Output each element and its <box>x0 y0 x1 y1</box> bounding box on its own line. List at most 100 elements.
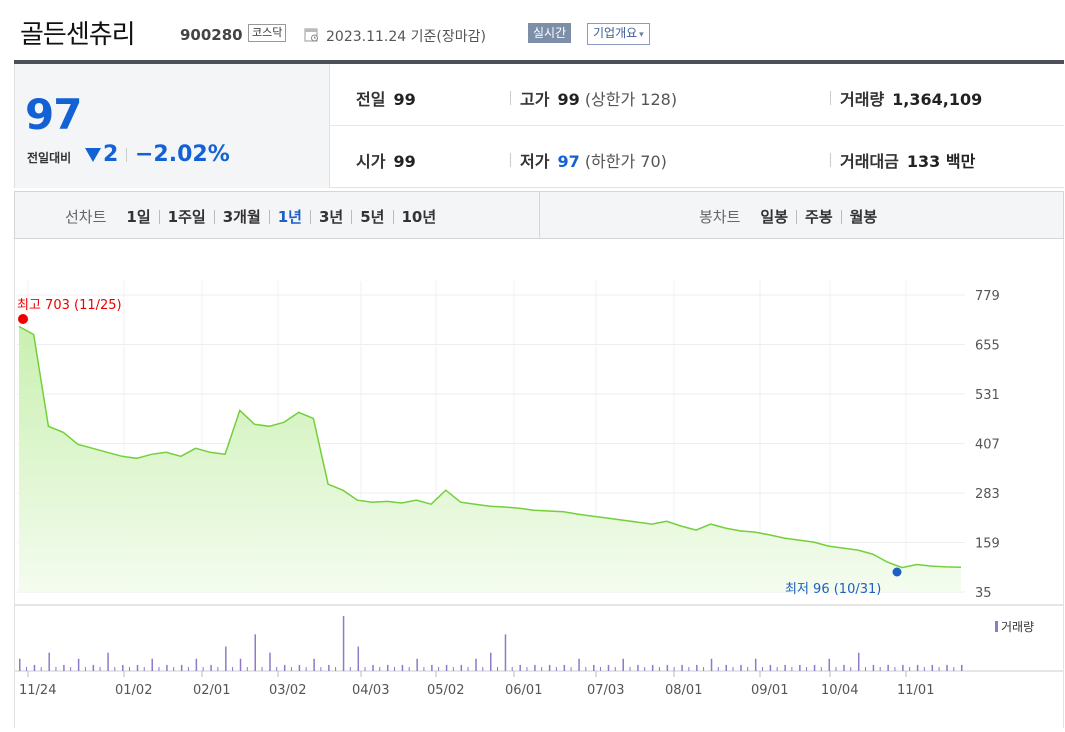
volume-bar <box>666 664 669 671</box>
volume-bar <box>835 667 837 671</box>
volume-bar <box>894 667 896 671</box>
high-label: 고가 <box>520 90 550 109</box>
volume-bar <box>607 664 610 671</box>
divider <box>158 209 160 224</box>
volume-bar <box>187 667 189 671</box>
volume-bar <box>202 667 204 671</box>
volume-bar <box>122 664 124 671</box>
volume-bar <box>696 664 698 671</box>
volume-bar <box>136 664 139 671</box>
prev-close-value: 99 <box>393 90 416 109</box>
volume-bar <box>305 667 307 671</box>
summary-row-1: 전일 99 고가 99 (상한가 128) 거래량 1,364,109 <box>330 64 1064 126</box>
open-value: 99 <box>393 152 416 171</box>
volume-bar <box>217 667 219 671</box>
volume-label: 거래량 <box>840 90 885 109</box>
price-area <box>19 326 961 592</box>
divider <box>126 148 127 162</box>
volume-bar <box>629 667 631 671</box>
open-price: 시가 99 <box>356 148 416 172</box>
tab-line_items-1[interactable]: 1주일 <box>167 208 206 226</box>
volume-bar <box>107 652 109 671</box>
volume-bar <box>585 667 587 671</box>
tab-line_items-0[interactable]: 1일 <box>126 208 151 226</box>
volume-bar <box>902 664 904 671</box>
volume-bar <box>938 667 940 671</box>
y-tick-label: 779 <box>975 289 1000 304</box>
x-tick-label: 01/02 <box>115 683 152 698</box>
y-tick-label: 407 <box>975 438 1000 453</box>
volume-bar <box>232 667 234 671</box>
volume-bar <box>269 652 271 671</box>
y-tick-label: 655 <box>975 339 1000 354</box>
x-tick-label: 05/02 <box>427 683 464 698</box>
volume-bar <box>931 664 934 671</box>
down-triangle-icon <box>85 148 101 162</box>
volume-bar <box>408 667 410 671</box>
volume-bar <box>593 664 595 671</box>
divider <box>392 209 394 224</box>
volume-bar <box>703 667 705 671</box>
volume-bar <box>961 664 963 671</box>
volume-bar <box>173 667 175 671</box>
tab-line_items-3[interactable]: 1년 <box>277 208 302 226</box>
volume-bar <box>570 667 572 671</box>
tab-candle_items-0[interactable]: 일봉 <box>760 208 789 226</box>
volume-bar <box>717 667 719 671</box>
price-summary: 97 전일대비 2 −2.02% 전일 99 고가 99 (상한가 128) 거래량… <box>14 60 1064 188</box>
tab-candle_items-2[interactable]: 월봉 <box>849 208 878 226</box>
diff-percent: −2.02% <box>135 142 230 167</box>
volume-bar <box>40 667 42 671</box>
volume-bar <box>548 664 551 671</box>
chart-period-tabs: 선차트 1일 1주일 3개월 1년 3년 5년 10년 봉차트 일봉 주봉 월봉 <box>14 191 1064 239</box>
volume-bar <box>143 667 145 671</box>
tab-line_items-6[interactable]: 10년 <box>401 208 437 226</box>
volume-bar <box>26 667 27 671</box>
volume-bar <box>526 667 528 671</box>
stock-name: 골든센츄리 <box>20 20 136 50</box>
volume-bar <box>828 658 831 671</box>
volume-bar <box>864 667 866 671</box>
current-price-box: 97 전일대비 2 −2.02% <box>14 64 330 188</box>
volume-bar <box>77 658 80 671</box>
volume-legend-icon <box>995 621 998 632</box>
volume-bar <box>84 667 86 671</box>
lower-limit: (하한가 70) <box>584 152 667 171</box>
volume-bar <box>99 667 101 671</box>
low-price: 저가 97 (하한가 70) <box>520 148 667 172</box>
amount-label: 거래대금 <box>840 152 899 171</box>
volume-bar <box>151 658 153 671</box>
volume-bar <box>482 667 484 671</box>
volume-bar <box>504 634 507 671</box>
tab-line_items-5[interactable]: 5년 <box>360 208 385 226</box>
divider <box>539 192 540 238</box>
realtime-button[interactable]: 실시간 <box>528 23 572 43</box>
volume-bar <box>541 667 543 671</box>
tab-line_items-2[interactable]: 3개월 <box>222 208 261 226</box>
volume-bar <box>445 664 448 671</box>
volume-bar <box>946 664 948 671</box>
volume-bar <box>806 667 808 671</box>
volume-bar <box>820 667 822 671</box>
divider <box>310 209 311 224</box>
volume-bar <box>563 664 566 671</box>
volume-bar <box>916 664 919 671</box>
x-tick-label: 09/01 <box>751 683 788 698</box>
low-value: 97 <box>557 152 580 171</box>
stock-code: 900280 <box>180 26 243 44</box>
stock-header: 골든센츄리 900280 코스닥 2023.11.24 기준(장마감) 실시간 … <box>20 10 1060 50</box>
tab-line_items-4[interactable]: 3년 <box>319 208 344 226</box>
candle-chart-label: 봉차트 <box>699 208 741 226</box>
volume-bar <box>769 664 772 671</box>
volume-bar <box>681 664 683 671</box>
x-tick-label: 04/03 <box>352 683 389 698</box>
volume-bar <box>393 667 395 671</box>
volume-bar <box>511 667 513 671</box>
company-overview-button[interactable]: 기업개요 ▾ <box>587 23 650 45</box>
volume-bar <box>283 664 286 671</box>
tab-candle_items-1[interactable]: 주봉 <box>805 208 833 226</box>
volume-bar <box>261 667 263 671</box>
volume-bar <box>210 664 212 671</box>
volume-bar <box>614 667 616 671</box>
volume-bar <box>63 664 65 671</box>
